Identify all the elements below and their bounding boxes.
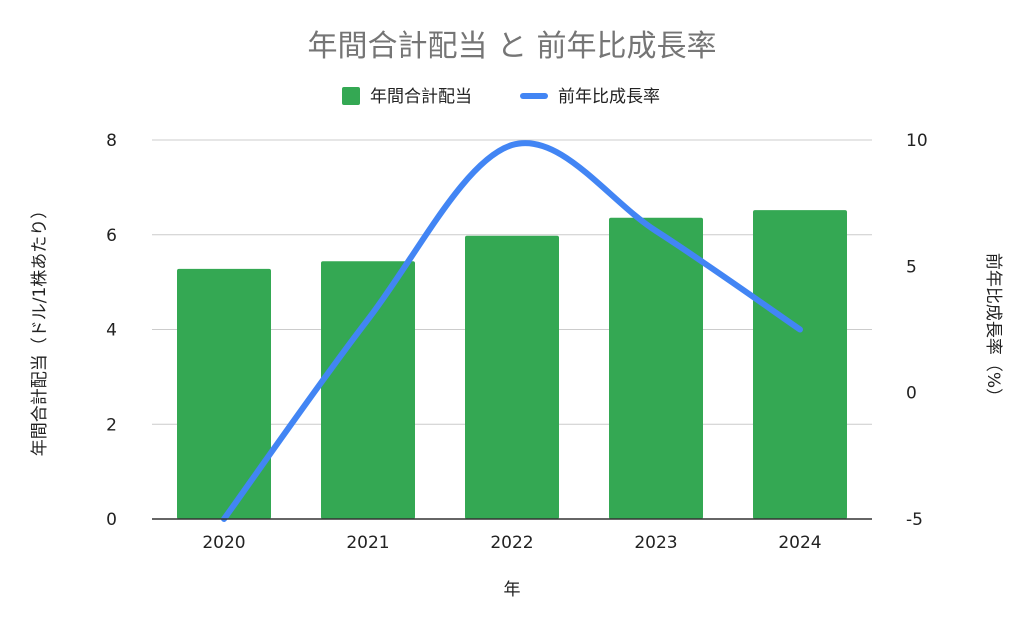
legend-bar-label: 年間合計配当	[370, 87, 472, 107]
y-axis-right-title: 前年比成長率（%）	[983, 253, 1003, 405]
x-axis-title: 年	[504, 580, 521, 600]
legend-line-label: 前年比成長率	[558, 87, 660, 107]
y2-tick-2: 5	[906, 257, 917, 277]
y-tick-1: 2	[106, 415, 117, 435]
y-axis-right-ticks: -5 0 5 10	[906, 131, 928, 530]
legend-line-swatch	[520, 93, 548, 99]
y-tick-0: 0	[106, 510, 117, 530]
bar-2022	[465, 235, 559, 519]
y-tick-3: 6	[106, 226, 117, 246]
x-tick-2020: 2020	[202, 533, 245, 553]
chart-title: 年間合計配当 と 前年比成長率	[307, 29, 716, 64]
bar-2021	[321, 261, 415, 519]
x-tick-2024: 2024	[778, 533, 821, 553]
legend-bar-swatch	[342, 87, 360, 105]
x-axis-ticks: 2020 2021 2022 2023 2024	[202, 533, 821, 553]
growth-line-path	[221, 140, 803, 522]
bar-2020	[177, 268, 271, 519]
bars	[177, 210, 847, 520]
x-tick-2021: 2021	[346, 533, 389, 553]
y-tick-2: 4	[106, 321, 117, 341]
x-tick-2023: 2023	[634, 533, 677, 553]
y2-tick-0: -5	[906, 510, 923, 530]
bar-2024	[753, 210, 847, 520]
y-axis-left-ticks: 0 2 4 6 8	[106, 131, 117, 530]
bar-2023	[609, 217, 703, 519]
y2-tick-3: 10	[906, 131, 928, 151]
y-tick-4: 8	[106, 131, 117, 151]
y-axis-left-title: 年間合計配当（ドル/1株あたり）	[30, 202, 50, 457]
y2-tick-1: 0	[906, 384, 917, 404]
x-tick-2022: 2022	[490, 533, 533, 553]
legend: 年間合計配当 前年比成長率	[342, 87, 660, 107]
